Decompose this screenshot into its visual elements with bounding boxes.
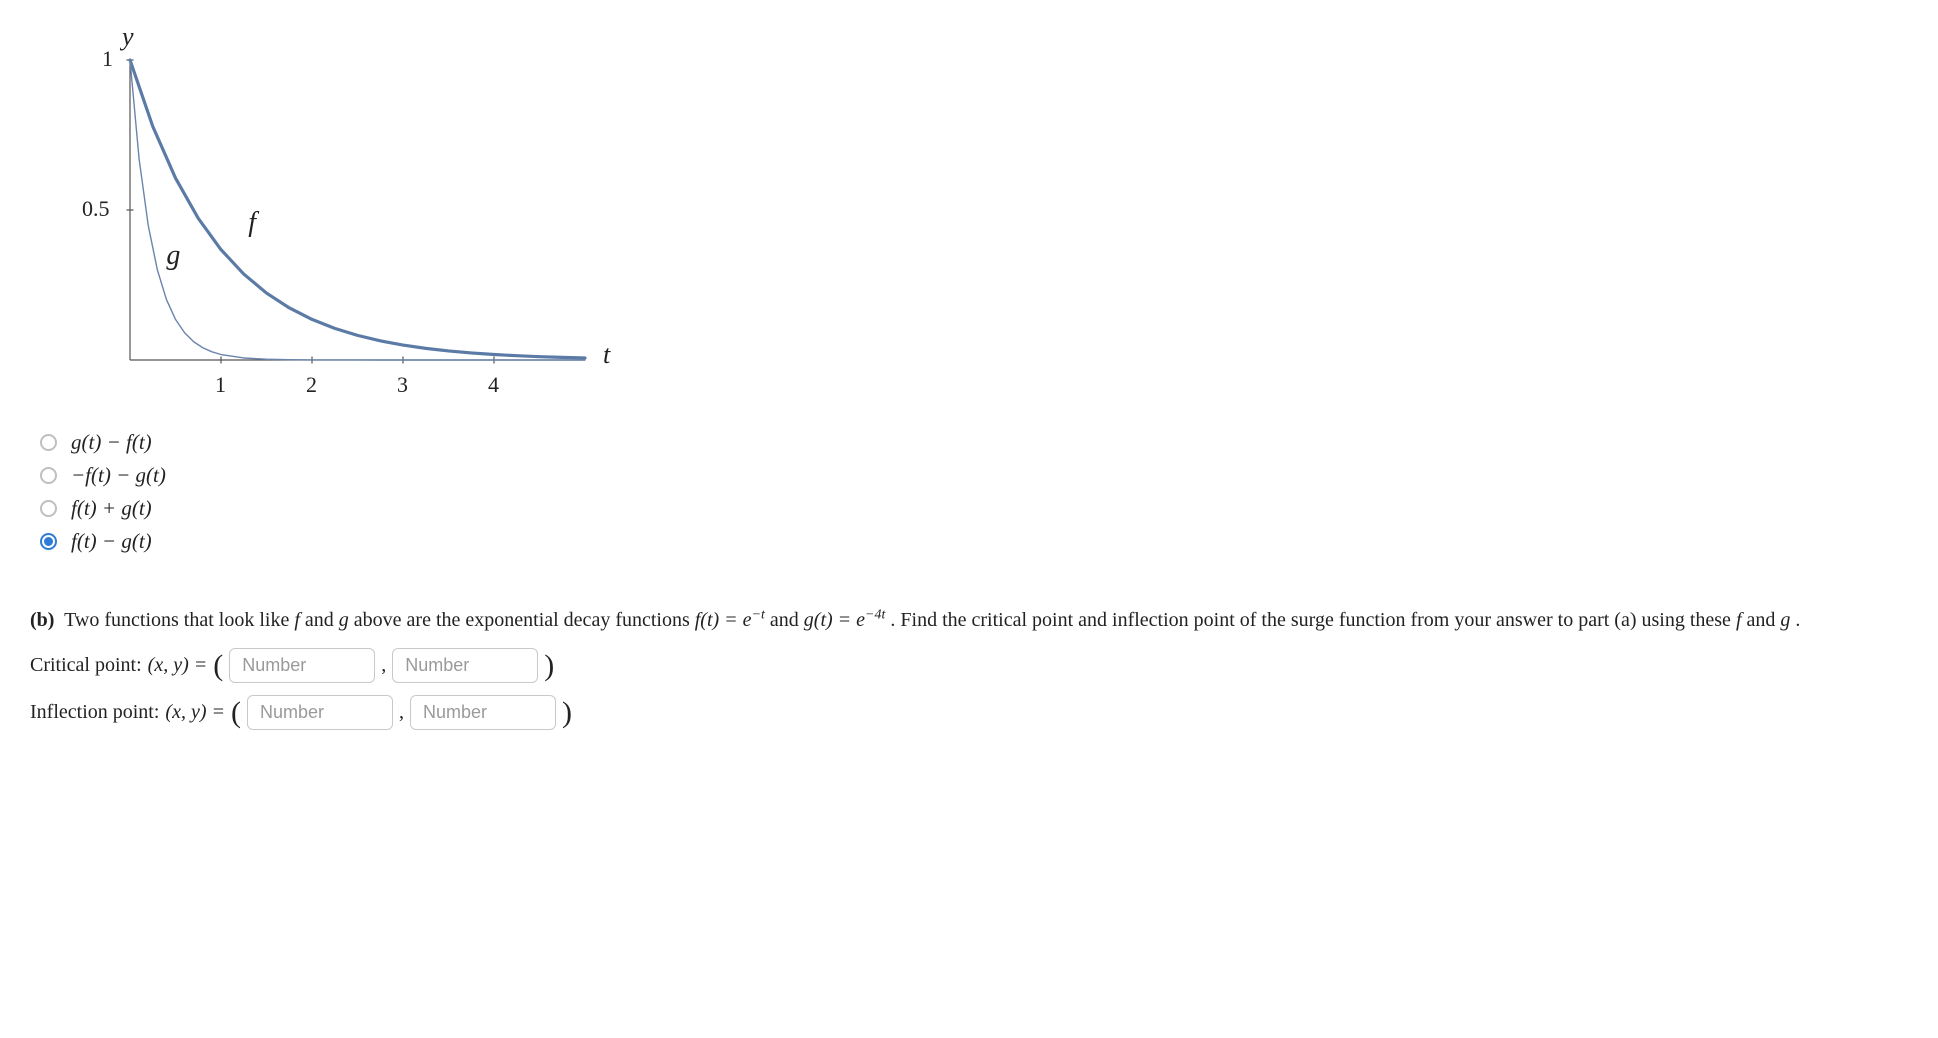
x-tick-4: 4 <box>488 372 499 398</box>
y-tick-0.5: 0.5 <box>82 196 110 222</box>
option-label-opt-c: f(t) + g(t) <box>71 496 152 521</box>
pb-eq1: f(t) = e−t <box>695 609 765 631</box>
pb-g: g <box>339 609 349 631</box>
inflection-point-row: Inflection point: (x, y) = ( Number , Nu… <box>30 695 1910 730</box>
critical-xy: (x, y) = <box>148 654 208 677</box>
pb-f2: f <box>1736 609 1742 631</box>
x-tick-2: 2 <box>306 372 317 398</box>
x-tick-3: 3 <box>397 372 408 398</box>
pb-t3: above are the exponential decay function… <box>354 609 695 631</box>
pb-f: f <box>294 609 300 631</box>
option-label-opt-b: −f(t) − g(t) <box>71 463 166 488</box>
close-paren-2: ) <box>562 698 572 728</box>
x-axis-label: t <box>603 340 610 370</box>
option-opt-d[interactable]: f(t) − g(t) <box>40 529 1910 554</box>
option-opt-b[interactable]: −f(t) − g(t) <box>40 463 1910 488</box>
critical-y-input[interactable]: Number <box>392 648 538 683</box>
decay-chart: y t 1 2 3 4 0.5 1 f g <box>30 20 630 420</box>
open-paren: ( <box>213 651 223 681</box>
pb-t1: Two functions that look like <box>64 609 294 631</box>
critical-x-input[interactable]: Number <box>229 648 375 683</box>
pb-t7: . <box>1795 609 1800 631</box>
option-opt-a[interactable]: g(t) − f(t) <box>40 430 1910 455</box>
answer-options: g(t) − f(t) −f(t) − g(t) f(t) + g(t) f(t) −… <box>40 430 1910 554</box>
inflection-y-input[interactable]: Number <box>410 695 556 730</box>
critical-label: Critical point: <box>30 654 142 677</box>
close-paren: ) <box>544 651 554 681</box>
part-b-label: (b) <box>30 609 54 631</box>
x-tick-1: 1 <box>215 372 226 398</box>
radio-opt-b[interactable] <box>40 467 57 484</box>
curve-label-f: f <box>248 207 256 239</box>
inflection-label: Inflection point: <box>30 701 159 724</box>
chart-svg <box>30 20 630 410</box>
comma-2: , <box>399 701 404 724</box>
inflection-x-input[interactable]: Number <box>247 695 393 730</box>
part-b-text: (b) Two functions that look like f and g… <box>30 604 1900 636</box>
comma: , <box>381 654 386 677</box>
pb-g2: g <box>1780 609 1790 631</box>
pb-t6: and <box>1747 609 1781 631</box>
pb-t4: and <box>770 609 804 631</box>
radio-opt-a[interactable] <box>40 434 57 451</box>
y-tick-1: 1 <box>102 46 113 72</box>
y-axis-label: y <box>122 22 134 52</box>
inflection-xy: (x, y) = <box>165 701 225 724</box>
radio-opt-d[interactable] <box>40 533 57 550</box>
open-paren-2: ( <box>231 698 241 728</box>
radio-opt-c[interactable] <box>40 500 57 517</box>
option-opt-c[interactable]: f(t) + g(t) <box>40 496 1910 521</box>
critical-point-row: Critical point: (x, y) = ( Number , Numb… <box>30 648 1910 683</box>
pb-eq2: g(t) = e−4t <box>804 609 886 631</box>
pb-t5: . Find the critical point and inflection… <box>890 609 1736 631</box>
curve-label-g: g <box>166 240 180 272</box>
option-label-opt-a: g(t) − f(t) <box>71 430 152 455</box>
pb-t2: and <box>305 609 339 631</box>
option-label-opt-d: f(t) − g(t) <box>71 529 152 554</box>
